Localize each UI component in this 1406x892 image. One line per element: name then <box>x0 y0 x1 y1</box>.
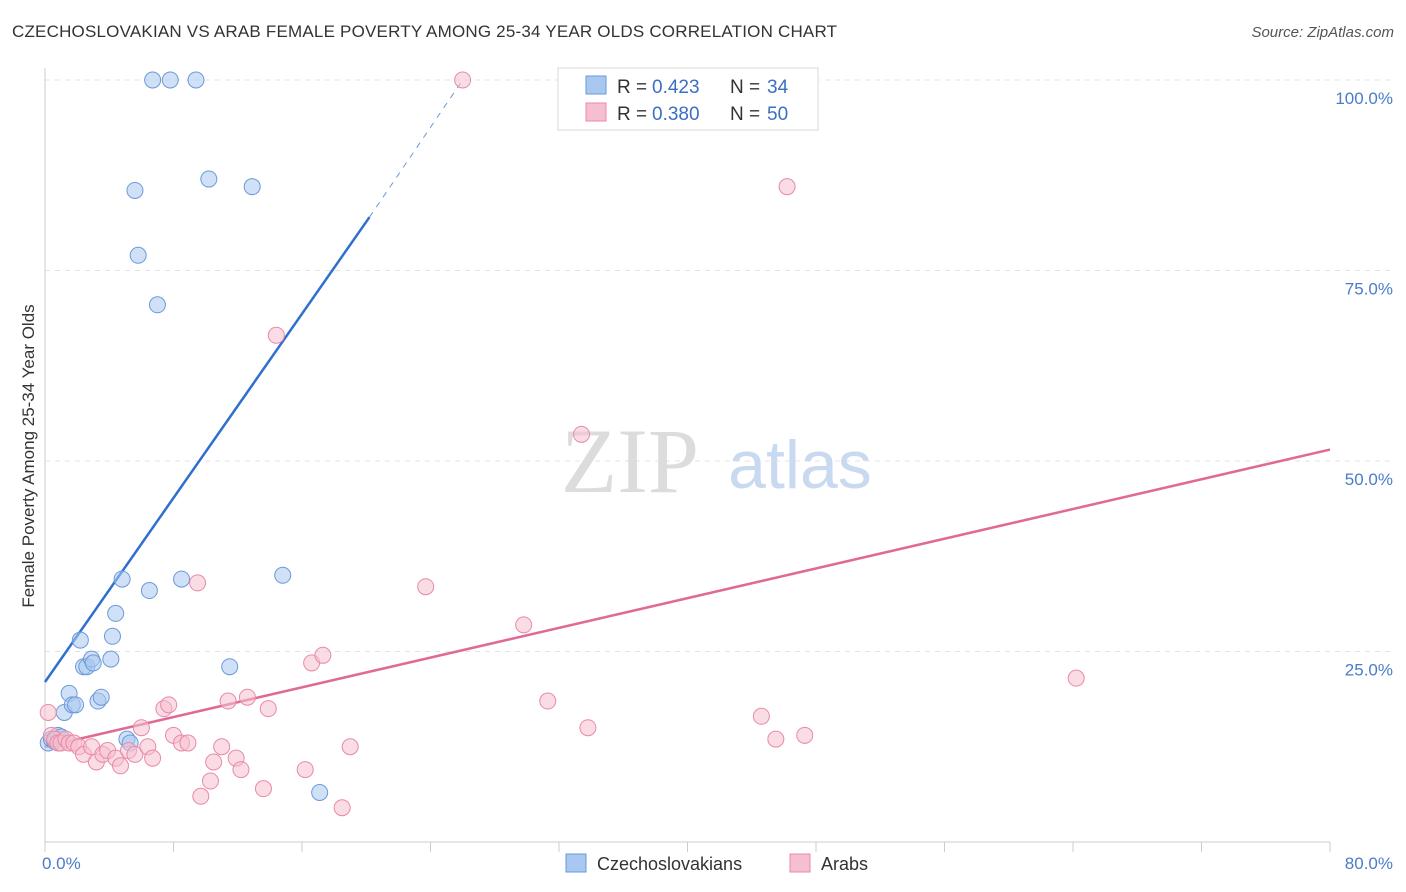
arabs-point-30 <box>213 738 231 756</box>
czechoslovakians-point-24 <box>140 582 158 600</box>
arabs-point-29 <box>205 753 223 771</box>
bottom-legend-label-czechoslovakians: Czechoslovakians <box>597 854 742 874</box>
arabs-point-20 <box>144 749 162 767</box>
y-tick-label-50: 50.0% <box>1345 470 1393 489</box>
arabs-point-26 <box>189 574 207 592</box>
arabs-point-52 <box>796 726 814 744</box>
legend-n-value-2: 50 <box>767 104 788 125</box>
czechoslovakians-point-33 <box>274 566 292 584</box>
czechoslovakians-point-32 <box>243 178 261 196</box>
arabs-point-35 <box>254 780 272 798</box>
arabs-point-45 <box>515 616 533 634</box>
czechoslovakians-trend-extension <box>369 79 464 218</box>
arabs-point-46 <box>539 692 557 710</box>
arabs-points <box>39 71 1085 817</box>
arabs-point-17 <box>126 745 144 763</box>
legend-n-value-1: 34 <box>767 77 789 98</box>
arabs-point-50 <box>767 730 785 748</box>
y-axis-label: Female Poverty Among 25-34 Year Olds <box>19 304 38 607</box>
gridlines <box>45 79 1390 652</box>
arabs-point-43 <box>417 578 435 596</box>
czechoslovakians-point-16 <box>102 650 120 668</box>
arabs-point-22 <box>160 696 178 714</box>
bottom-legend-label-arabs: Arabs <box>821 854 868 874</box>
chart-title: CZECHOSLOVAKIAN VS ARAB FEMALE POVERTY A… <box>12 22 838 41</box>
arabs-point-36 <box>259 700 277 718</box>
y-tick-label-100: 100.0% <box>1335 89 1393 108</box>
czechoslovakians-point-28 <box>173 570 191 588</box>
arabs-point-31 <box>219 692 237 710</box>
arabs-point-27 <box>192 787 210 805</box>
czechoslovakians-point-9 <box>71 631 89 649</box>
czechoslovakians-point-22 <box>126 181 144 199</box>
legend-swatch-arabs <box>585 102 607 122</box>
czechoslovakians-point-18 <box>107 604 125 622</box>
czechoslovakians-trend-line <box>43 216 371 683</box>
czechoslovakians-point-15 <box>92 688 110 706</box>
arabs-point-41 <box>333 799 351 817</box>
x-tick-label-max: 80.0% <box>1345 854 1393 873</box>
arabs-trend-line <box>44 448 1331 748</box>
y-tick-label-25: 25.0% <box>1345 661 1393 680</box>
arabs-point-33 <box>232 761 250 779</box>
y-tick-labels: 25.0% 50.0% 75.0% 100.0% <box>1335 89 1393 680</box>
czechoslovakians-point-17 <box>103 627 121 645</box>
y-tick-label-75: 75.0% <box>1345 280 1393 299</box>
legend-r-value-2: 0.380 <box>652 104 700 125</box>
legend-r-label-1: R = <box>617 77 647 98</box>
legend-r-label-2: R = <box>617 104 647 125</box>
arabs-point-38 <box>296 761 314 779</box>
arabs-point-18 <box>132 719 150 737</box>
czechoslovakians-point-29 <box>187 71 205 89</box>
arabs-point-25 <box>179 734 197 752</box>
bottom-legend-swatch-czechoslovakians <box>565 853 587 873</box>
arabs-point-51 <box>778 178 796 196</box>
czechoslovakians-point-30 <box>200 170 218 188</box>
bottom-legend-swatch-arabs <box>789 853 811 873</box>
source-label: Source: ZipAtlas.com <box>1251 24 1394 41</box>
arabs-point-15 <box>111 757 129 775</box>
arabs-point-40 <box>314 646 332 664</box>
watermark-zip: ZIP <box>561 410 699 512</box>
arabs-point-47 <box>572 425 590 443</box>
arabs-point-42 <box>341 738 359 756</box>
arabs-point-53 <box>1067 669 1085 687</box>
czechoslovakians-point-34 <box>311 783 329 801</box>
arabs-point-37 <box>267 326 285 344</box>
czechoslovakians-point-8 <box>67 696 85 714</box>
correlation-legend: R = 0.423 N = 34 R = 0.380 N = 50 <box>557 67 819 131</box>
czechoslovakians-point-23 <box>129 246 147 264</box>
arabs-point-0 <box>39 703 57 721</box>
czechoslovakians-point-26 <box>148 296 166 314</box>
legend-r-value-1: 0.423 <box>652 77 700 98</box>
arabs-point-48 <box>579 719 597 737</box>
x-ticks <box>44 842 1331 852</box>
series-legend: Czechoslovakians Arabs <box>565 853 868 874</box>
czechoslovakians-point-19 <box>113 570 131 588</box>
czechoslovakians-point-25 <box>144 71 162 89</box>
czechoslovakians-point-31 <box>221 658 239 676</box>
legend-n-label-2: N = <box>730 104 760 125</box>
x-tick-label-min: 0.0% <box>42 854 81 873</box>
arabs-point-44 <box>454 71 472 89</box>
legend-swatch-czechoslovakians <box>585 75 607 95</box>
arabs-point-28 <box>201 772 219 790</box>
czechoslovakians-point-27 <box>161 71 179 89</box>
arabs-point-34 <box>238 688 256 706</box>
legend-n-label-1: N = <box>730 77 760 98</box>
watermark-atlas: atlas <box>728 427 872 503</box>
arabs-point-49 <box>752 707 770 725</box>
czechoslovakians-point-13 <box>84 654 102 672</box>
